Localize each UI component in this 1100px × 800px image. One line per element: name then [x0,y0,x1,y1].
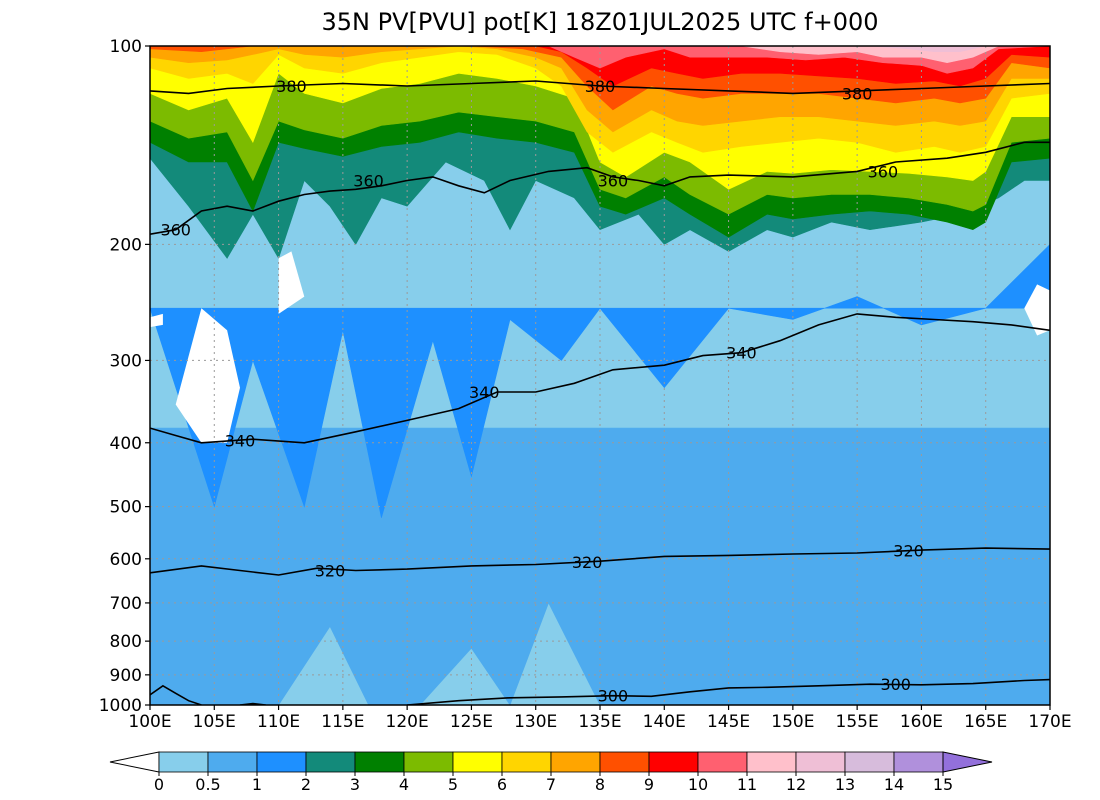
colorbar-label: 4 [399,775,409,794]
white-patch-2 [1024,284,1050,336]
colorbar-swatch [256,751,307,773]
colorbar-label: 3 [350,775,360,794]
colorbar-swatch [844,751,895,773]
colorbar-label: 6 [497,775,507,794]
pv-band-1 [150,243,1050,518]
x-tick-label: 170E [1028,712,1071,732]
isentrope-300-label: 300 [598,687,629,706]
x-tick-label: 135E [578,712,621,732]
colorbar-label: 1 [252,775,262,794]
y-tick-label: 400 [110,434,142,454]
isentrope-360-label: 360 [160,221,191,240]
pv-below-zero-patches [150,251,1050,443]
colorbar-swatch [207,751,258,773]
x-tick-label: 120E [386,712,429,732]
isentrope-340-line [150,313,1050,444]
isentrope-320-label: 320 [572,553,603,572]
x-tick-label: 140E [643,712,686,732]
x-tick-label: 125E [450,712,493,732]
isentrope-360-label: 360 [868,162,899,181]
isentrope-labels: 380 380 380 360 360 360 360 340 340 340 320 320 320 3… [160,77,924,706]
x-axis: 100E 105E 110E 115E 120E 125E 130E 135E 140E 145E… [128,705,1072,732]
colorbar-swatch [403,751,454,773]
x-tick-label: 165E [964,712,1007,732]
white-patch-3 [150,313,163,328]
x-tick-label: 160E [900,712,943,732]
colorbar-label: 12 [786,775,806,794]
isentrope-lines [150,80,1050,705]
colorbar-label: 2 [301,775,311,794]
colorbar-label: 10 [688,775,708,794]
pv-filled-contours [150,46,1050,705]
isentrope-320-label: 320 [893,542,924,561]
colorbar-under-arrow [109,751,160,773]
colorbar-swatch [452,751,503,773]
isentrope-360-label: 360 [353,172,384,191]
x-tick-label: 115E [321,712,364,732]
isentrope-320-label: 320 [315,561,346,580]
y-tick-label: 500 [110,498,142,518]
isentrope-300-label: 300 [880,675,911,694]
x-tick-label: 130E [514,712,557,732]
colorbar-label: 0.5 [195,775,220,794]
colorbar-swatch [550,751,601,773]
colorbar-swatch [501,751,552,773]
isentrope-340-label: 340 [726,344,757,363]
colorbar-label: 14 [884,775,904,794]
colorbar-label: 8 [595,775,605,794]
chart-title: 35N PV[PVU] pot[K] 18Z01JUL2025 UTC f+00… [321,8,878,36]
x-tick-label: 155E [836,712,879,732]
y-tick-label: 900 [110,666,142,686]
colorbar-label: 7 [546,775,556,794]
colorbar-over-arrow [942,751,993,773]
isentrope-360-label: 360 [598,172,629,191]
y-axis: 100 200 300 400 500 600 700 800 900 1000 [99,37,150,716]
y-tick-label: 300 [110,351,142,371]
colorbar-label: 0 [154,775,164,794]
colorbar-swatch [648,751,699,773]
colorbar-label: 9 [644,775,654,794]
colorbar-swatch [599,751,650,773]
colorbar-swatch [697,751,748,773]
pv-band-0p5 [150,427,1050,705]
isentrope-340-label: 340 [225,432,256,451]
y-tick-label: 100 [110,37,142,57]
isentrope-380-line [150,80,1050,95]
white-patch-0 [175,308,240,443]
colorbar-label: 15 [933,775,953,794]
x-tick-label: 110E [257,712,300,732]
pv-band-12 [869,46,999,53]
x-tick-label: 150E [771,712,814,732]
white-patch-1 [278,251,305,314]
colorbar-swatch [305,751,356,773]
y-tick-label: 1000 [99,696,142,716]
pv-band-11 [741,46,1050,64]
isentrope-320-line [150,547,1050,576]
x-tick-label: 145E [707,712,750,732]
colorbar-swatch [746,751,797,773]
x-tick-label: 105E [193,712,236,732]
colorbar-swatch [893,751,944,773]
y-tick-label: 200 [110,235,142,255]
colorbar-label: 13 [835,775,855,794]
isentrope-380-label: 380 [842,84,873,103]
colorbar-swatch [354,751,405,773]
colorbar-label: 5 [448,775,458,794]
isentrope-300-line [407,678,1050,705]
isentrope-340-label: 340 [469,383,500,402]
x-tick-label: 100E [128,712,171,732]
isentrope-380-label: 380 [585,77,616,96]
y-tick-label: 700 [110,594,142,614]
colorbar: 0 0.5 1 2 3 4 5 6 7 8 9 10 11 12 13 14 15 [109,751,993,794]
plot-area: 380 380 380 360 360 360 360 340 340 340 320 320 320 3… [150,46,1050,706]
y-tick-label: 600 [110,550,142,570]
colorbar-swatch [158,751,209,773]
isentrope-300-line [150,684,202,705]
colorbar-swatch [795,751,846,773]
isentrope-360-line [150,141,1050,235]
y-tick-label: 800 [110,632,142,652]
colorbar-label: 11 [737,775,757,794]
isentrope-380-label: 380 [276,77,307,96]
